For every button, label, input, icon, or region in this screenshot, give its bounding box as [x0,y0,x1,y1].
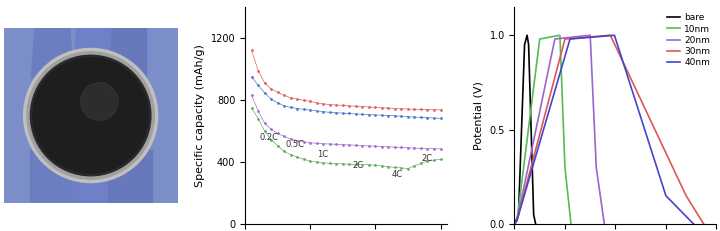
Polygon shape [30,150,73,203]
Polygon shape [73,150,108,203]
10nm [556,34,564,37]
Circle shape [24,49,158,182]
Text: 2C: 2C [421,155,432,163]
20nm [551,38,559,40]
30nm [606,34,615,37]
40nm [513,219,521,222]
Polygon shape [32,28,73,77]
10nm [536,38,544,40]
30nm [510,223,519,225]
40nm [689,223,698,225]
Polygon shape [73,28,112,77]
Polygon shape [108,28,146,77]
Legend: bare, 10nm, 20nm, 30nm, 40nm: bare, 10nm, 20nm, 30nm, 40nm [665,12,712,69]
Y-axis label: Specific capacity (mAh/g): Specific capacity (mAh/g) [195,44,205,187]
Circle shape [81,83,118,120]
Line: 20nm: 20nm [515,35,604,224]
bare [514,213,523,216]
bare [531,223,540,225]
bare [529,213,538,216]
Text: 4C: 4C [392,170,402,179]
bare [523,34,531,37]
Circle shape [28,53,153,178]
Circle shape [33,58,148,173]
Line: 10nm: 10nm [515,35,571,224]
bare [521,43,529,46]
20nm [513,219,521,222]
Y-axis label: Potential (V): Potential (V) [474,81,484,150]
bare [510,223,519,225]
Polygon shape [108,150,152,203]
40nm [662,194,670,197]
Text: 2C: 2C [353,161,364,170]
Text: 1C: 1C [317,150,328,159]
Text: 0.2C: 0.2C [259,133,279,142]
10nm [561,166,570,169]
30nm [561,38,570,40]
30nm [513,219,521,222]
20nm [510,223,519,225]
20nm [586,34,595,37]
30nm [699,223,708,225]
10nm [510,223,519,225]
10nm [567,223,575,225]
40nm [610,34,618,37]
Line: 40nm: 40nm [515,35,693,224]
Text: 0.5C: 0.5C [286,140,305,149]
Line: bare: bare [515,35,536,224]
Line: 30nm: 30nm [515,35,703,224]
20nm [592,166,600,169]
bare [524,43,533,46]
30nm [682,194,690,197]
40nm [510,223,519,225]
10nm [513,219,521,222]
20nm [600,223,608,225]
40nm [566,38,575,40]
